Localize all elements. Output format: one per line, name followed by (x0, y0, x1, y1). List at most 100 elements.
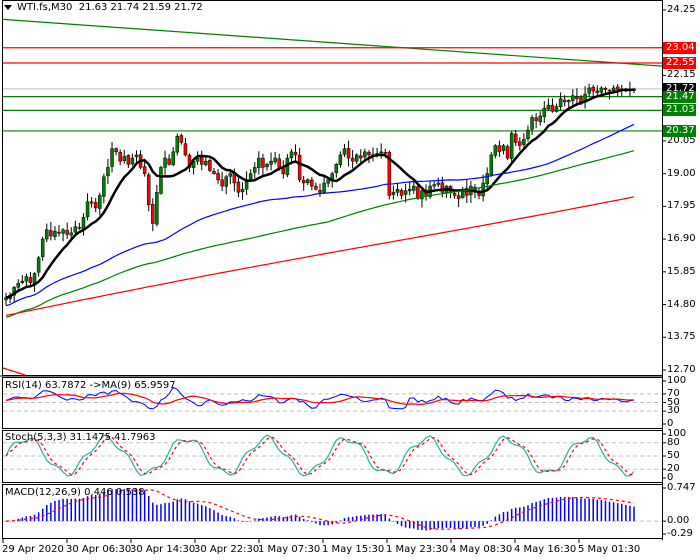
bear-candle (607, 89, 612, 92)
indicator-tick-label: 0 (667, 418, 674, 429)
bull-candle (395, 188, 400, 193)
bull-candle (269, 160, 273, 165)
bear-candle (183, 143, 188, 156)
price-tag: 23.04 (663, 41, 696, 54)
indicator-tick-label: 0.747 (667, 482, 696, 493)
bull-candle (567, 100, 571, 103)
stochastic-panel[interactable] (3, 434, 662, 477)
bear-candle (550, 104, 555, 112)
bull-candle (342, 148, 347, 155)
bear-candle (465, 188, 469, 196)
bear-candle (126, 155, 131, 165)
indicator-tick-label: -0.29 (667, 528, 693, 539)
bull-candle (175, 135, 180, 153)
bear-candle (212, 171, 216, 174)
macd-panel[interactable] (3, 489, 662, 531)
bull-candle (587, 87, 591, 94)
bull-candle (110, 148, 114, 167)
stoch-main-line (5, 434, 635, 477)
bull-candle (322, 182, 326, 193)
bull-candle (493, 145, 498, 156)
bull-candle (407, 188, 412, 192)
bear-candle (220, 179, 224, 187)
bull-candle (391, 192, 396, 195)
bear-candle (208, 159, 212, 171)
ma-fast-line (5, 88, 635, 299)
indicator-tick-label: 70 (667, 387, 680, 399)
bull-candle (204, 160, 208, 166)
bull-candle (32, 273, 37, 284)
bull-candle (306, 179, 310, 184)
bull-candle (171, 151, 175, 166)
bull-candle (403, 190, 408, 195)
bull-candle (53, 231, 57, 237)
bull-candle (420, 190, 424, 200)
bull-candle (526, 129, 530, 140)
bear-candle (603, 87, 608, 90)
symbol-label: WTI.fs,M30 (17, 2, 73, 13)
bear-candle (57, 231, 61, 234)
bear-candle (350, 158, 355, 162)
price-tag: 21.03 (663, 104, 696, 117)
dropdown-triangle-icon[interactable] (4, 4, 12, 10)
bull-candle (338, 154, 343, 166)
bear-candle (151, 204, 155, 224)
bear-candle (615, 86, 620, 90)
time-tick-label: 30 Apr 06:30 (66, 544, 132, 555)
bear-candle (293, 152, 298, 156)
bull-candle (228, 173, 233, 177)
price-panel[interactable] (2, 18, 663, 376)
axis-ticks (2, 0, 666, 543)
bear-candle (281, 168, 286, 174)
time-tick-label: 1 May 07:30 (258, 544, 321, 555)
time-tick-label: 5 May 01:30 (578, 544, 641, 555)
panel-frames (0, 0, 663, 539)
bear-candle (65, 230, 69, 235)
indicator-tick-label: 100 (667, 428, 687, 439)
bull-candle (73, 226, 78, 233)
bull-candle (36, 257, 41, 273)
bear-candle (301, 180, 306, 184)
time-tick-label: 1 May 15:30 (322, 544, 385, 555)
bear-candle (297, 154, 302, 181)
bull-candle (24, 276, 29, 282)
price-tick-label: 24.25 (667, 4, 696, 15)
price-tick-label: 13.75 (667, 331, 696, 343)
bear-candle (93, 202, 98, 209)
bear-candle (277, 158, 281, 168)
bull-candle (40, 238, 45, 257)
indicator-tick-label: 20 (667, 463, 680, 475)
rsi-panel[interactable] (3, 386, 662, 412)
price-tag: 20.37 (663, 124, 696, 137)
bear-candle (346, 148, 351, 159)
trendline (2, 18, 663, 67)
price-tick-label: 12.70 (667, 364, 696, 375)
bear-candle (383, 151, 387, 154)
bear-candle (146, 174, 151, 206)
bear-candle (318, 190, 322, 193)
bear-candle (387, 152, 392, 196)
bull-candle (81, 217, 86, 230)
bull-candle (155, 192, 159, 225)
bear-candle (505, 146, 510, 159)
ma-blue-line (5, 123, 635, 307)
time-tick-label: 30 Apr 14:30 (130, 544, 196, 555)
bull-candle (522, 139, 526, 145)
price-tick-label: 16.90 (667, 233, 696, 245)
ma-red-tail (2, 367, 26, 376)
bear-candle (399, 190, 404, 196)
bull-candle (20, 280, 25, 283)
bull-candle (45, 229, 49, 240)
time-tick-label: 4 May 16:30 (514, 544, 577, 555)
indicator-tick-label: 80 (667, 436, 680, 448)
bear-candle (261, 157, 265, 168)
chart-title[interactable]: WTI.fs,M30 21.63 21.74 21.59 21.72 (4, 2, 203, 13)
stoch-signal-line (5, 436, 635, 476)
bull-candle (134, 154, 139, 158)
bull-candle (326, 179, 330, 184)
bear-candle (518, 141, 522, 146)
bear-candle (216, 173, 220, 181)
bear-candle (591, 86, 595, 92)
bear-candle (89, 201, 94, 204)
